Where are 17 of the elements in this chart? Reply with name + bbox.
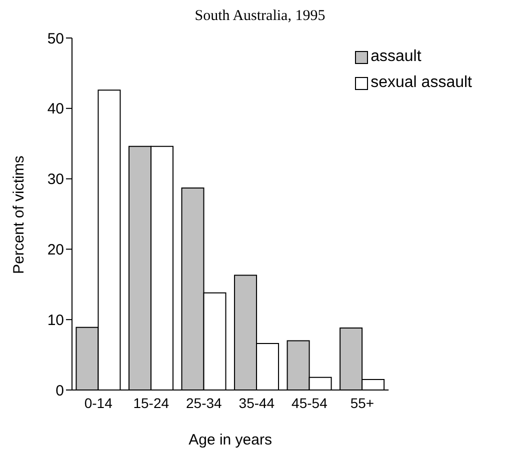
y-axis-title: Percent of victims xyxy=(10,156,28,274)
legend-label: sexual assault xyxy=(370,73,472,93)
x-tick-label: 55+ xyxy=(350,394,374,411)
x-tick-label: 25-34 xyxy=(186,394,222,411)
y-tick-label: 50 xyxy=(47,30,64,48)
x-tick-label: 0-14 xyxy=(84,394,113,411)
y-tick-label: 10 xyxy=(47,312,64,329)
legend-label: assault xyxy=(370,47,422,67)
chart-title: South Australia, 1995 xyxy=(194,8,326,26)
x-axis-title: Age in years xyxy=(188,432,272,449)
y-tick-label: 0 xyxy=(56,382,64,400)
y-tick-label: 20 xyxy=(47,242,64,259)
y-tick-label: 40 xyxy=(47,100,64,118)
x-tick-label: 45-54 xyxy=(292,394,328,411)
x-tick-label: 15-24 xyxy=(133,394,170,411)
x-tick-label: 35-44 xyxy=(238,394,275,411)
y-tick-label: 30 xyxy=(47,171,64,188)
